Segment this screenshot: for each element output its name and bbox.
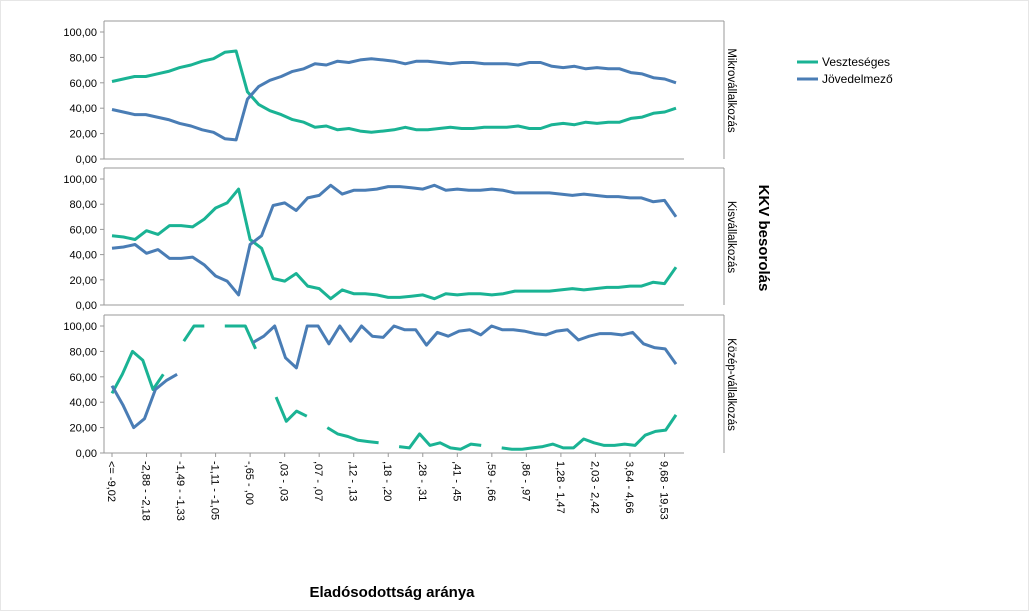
y-tick-label: 80,00 [69,52,97,64]
panel-3: 0,00 20,00 40,00 60,00 80,00 100,00 Közép-váll… [63,314,737,460]
series-line-jovedelmezo [252,324,678,370]
y-tick-label: 0,00 [76,154,97,166]
x-tick-label: ,59 - ,66 [485,461,497,501]
x-tick-label: -1,11 - -1,05 [209,461,221,520]
series-line-jovedelmezo [110,373,178,430]
y-tick-label: 60,00 [69,78,97,90]
y-tick-label: 60,00 [69,224,97,236]
panel-label: Kisvállalkozás [725,201,737,273]
x-tick-label: ,12 - ,13 [347,461,359,501]
legend-label: Jövedelmező [822,72,893,86]
y-tick-label: 20,00 [69,423,97,435]
series-line-vesztesEges [326,426,379,445]
y-tick-label: 0,00 [76,448,97,460]
x-tick-label: ,86 - ,97 [519,461,531,501]
y-tick-label: 80,00 [69,199,97,211]
panel-label: Mikrovállalkozás [725,48,737,133]
legend: Veszteséges Jövedelmező [797,55,893,86]
series-line-vesztesEges [224,324,257,350]
y-tick-label: 20,00 [69,275,97,287]
x-tick-label: -2,88 - -2,18 [140,461,152,521]
y-tick-label: 100,00 [63,27,97,39]
x-tick-label: 2,03 - 2,42 [588,461,600,514]
panel-2: 0,00 20,00 40,00 60,00 80,00 100,00 Kisvállalk… [63,167,737,312]
x-axis-title: Eladósodottság aránya [309,584,475,601]
series-line-vesztesEges [501,414,678,451]
x-tick-label: <= -9,02 [105,461,117,502]
series-line-jovedelmezo [111,183,678,297]
chart-panels: 0,00 20,00 40,00 60,00 80,00 100,00 Mikroválla… [63,20,737,460]
y-tick-label: 40,00 [69,397,97,409]
x-axis: <= -9,02 -2,88 - -2,18 -1,49 - -1,33 -1,11 … [105,453,669,521]
x-tick-label: ,03 - ,03 [278,461,290,501]
series-line-vesztesEges [274,396,308,423]
x-tick-label: 9,68 - 19,53 [657,461,669,520]
y-tick-label: 0,00 [76,300,97,312]
series-line-vesztesEges [398,432,482,451]
y-tick-label: 20,00 [69,129,97,141]
series-line-vesztesEges [182,324,205,343]
x-tick-label: ,07 - ,07 [312,461,324,501]
y-tick-label: 40,00 [69,103,97,115]
x-tick-label: ,28 - ,31 [416,461,428,501]
y-tick-label: 80,00 [69,346,97,358]
series-line-vesztesEges [111,187,678,301]
series-line-vesztesEges [111,49,677,134]
y-tick-label: 60,00 [69,372,97,384]
series-line-vesztesEges [110,349,165,395]
x-tick-label: -1,49 - -1,33 [174,461,186,521]
facet-title: KKV besorolás [755,185,772,292]
y-tick-label: 100,00 [63,321,97,333]
panel-1: 0,00 20,00 40,00 60,00 80,00 100,00 Mikroválla… [63,20,737,166]
x-tick-label: ,41 - ,45 [450,461,462,501]
x-tick-label: 3,64 - 4,66 [623,461,635,514]
series-line-jovedelmezo [111,57,677,142]
x-tick-label: ,18 - ,20 [381,461,393,501]
y-tick-label: 100,00 [63,174,97,186]
legend-label: Veszteséges [822,55,890,69]
x-tick-label: 1,28 - 1,47 [554,461,566,514]
panel-label: Közép-vállalkozás [725,338,737,431]
y-tick-label: 40,00 [69,250,97,262]
x-tick-label: -,65 - ,00 [243,461,255,505]
